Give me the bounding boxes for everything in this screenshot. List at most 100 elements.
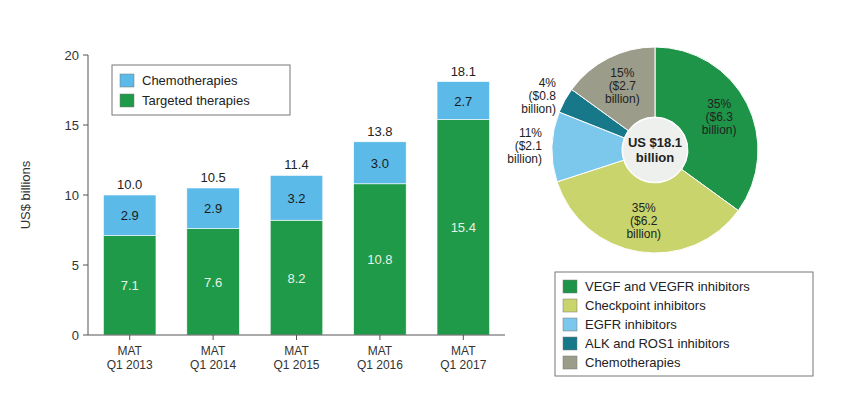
slice-label-line: ($2.7 (609, 79, 637, 93)
slice-label-line: 11% (519, 126, 542, 140)
y-tick-label: 0 (72, 328, 79, 343)
x-tick-label: MATQ1 2015 (273, 344, 319, 372)
bars (103, 82, 489, 335)
y-tick (83, 335, 88, 336)
bar-segment (270, 175, 323, 220)
x-tick (213, 335, 214, 340)
x-tick-label: MATQ1 2017 (440, 344, 486, 372)
legend-swatch (563, 318, 577, 331)
x-tick (129, 335, 130, 340)
slice-label-line: 35% (632, 201, 656, 215)
legend-swatch (563, 299, 577, 312)
y-tick-label: 10 (65, 188, 79, 203)
center-label: US $18.1 (628, 135, 682, 150)
x-tick (379, 335, 380, 340)
slice-label-line: 4% (539, 76, 557, 90)
legend-box (112, 65, 290, 115)
data-label: 15.4 (451, 220, 476, 235)
slice-label-line: billion) (521, 102, 556, 116)
legend-label: Chemotherapies (585, 355, 681, 370)
y-tick-label: 15 (65, 118, 79, 133)
y-tick (83, 55, 88, 56)
x-tick-label: MATQ1 2013 (107, 344, 153, 372)
bar-segment (437, 82, 490, 120)
legend-swatch (120, 94, 134, 107)
data-label: 7.1 (121, 278, 139, 293)
data-label: 10.8 (367, 252, 392, 267)
slice (572, 47, 655, 131)
x-tick-label-line: MAT (284, 344, 309, 358)
total-label: 11.4 (284, 157, 308, 172)
slice-label-line: billion) (605, 92, 640, 106)
y-axis-label: US$ billions (18, 160, 33, 229)
bar-segment (187, 188, 240, 229)
data-label: 2.9 (204, 201, 222, 216)
slice-label-line: ($2.1 (515, 139, 543, 153)
total-label: 13.8 (367, 124, 392, 139)
y-tick-label: 5 (72, 258, 79, 273)
data-label: 3.0 (371, 156, 389, 171)
legend-label: VEGF and VEGFR inhibitors (585, 279, 750, 294)
data-label: 2.9 (121, 208, 139, 223)
slice-label-line: billion) (507, 152, 542, 166)
bar-segment (354, 184, 407, 335)
y-tick-label: 20 (65, 48, 79, 63)
x-tick-label-line: Q1 2015 (273, 358, 319, 372)
x-tick-label-line: MAT (117, 344, 142, 358)
x-tick-label-line: MAT (201, 344, 226, 358)
x-tick-label-line: Q1 2013 (107, 358, 153, 372)
data-label: 2.7 (454, 94, 472, 109)
slice-label-line: ($6.3 (705, 110, 733, 124)
slice-label: 4%($0.8billion) (521, 76, 556, 116)
bar-segment (103, 195, 156, 236)
x-tick-label-line: Q1 2017 (440, 358, 486, 372)
data-label: 7.6 (204, 275, 222, 290)
pie-chart: 35%($6.3billion)35%($6.2billion)11%($2.1… (507, 47, 813, 376)
slice-label: 15%($2.7billion) (605, 66, 640, 106)
legend-label: Checkpoint inhibitors (585, 298, 706, 313)
slice-label-line: 15% (610, 66, 634, 80)
legend: Chemotherapies Targeted therapies (112, 65, 290, 115)
slice-label-line: ($0.8 (529, 89, 557, 103)
legend-swatch (563, 356, 577, 369)
slice-label-line: billion) (702, 123, 737, 137)
legend-label: Targeted therapies (142, 93, 250, 108)
legend: VEGF and VEGFR inhibitors Checkpoint inhi… (555, 272, 813, 376)
legend-box (555, 272, 813, 376)
slice-label-line: ($6.2 (630, 214, 658, 228)
bar-segment (103, 236, 156, 335)
slice-label: 11%($2.1billion) (507, 126, 542, 166)
total-label: 18.1 (451, 64, 476, 79)
legend-label: EGFR inhibitors (585, 317, 677, 332)
x-tick (463, 335, 464, 340)
total-label: 10.5 (200, 170, 225, 185)
x-tick-label: MATQ1 2014 (190, 344, 236, 372)
slice-label-line: 35% (707, 97, 731, 111)
center-label: billion (636, 150, 674, 165)
x-tick-label-line: MAT (368, 344, 393, 358)
x-tick-label: MATQ1 2016 (357, 344, 403, 372)
donut-hole (623, 118, 687, 182)
slice-label: 35%($6.3billion) (702, 97, 737, 137)
x-tick-label-line: Q1 2016 (357, 358, 403, 372)
bar-segment (354, 142, 407, 184)
legend-label: Chemotherapies (142, 73, 238, 88)
data-label: 3.2 (287, 191, 305, 206)
x-tick-label-line: MAT (451, 344, 476, 358)
bar-chart: 7.1 7.6 8.2 10.8 15.4 2.9 2.9 3.2 3.0 2.7 10.0 10.5… (18, 48, 505, 373)
total-label: 10.0 (117, 177, 142, 192)
y-tick (83, 195, 88, 196)
legend-swatch (120, 74, 134, 87)
bar-segment (270, 220, 323, 335)
bar-segment (437, 119, 490, 335)
legend-label: ALK and ROS1 inhibitors (585, 336, 730, 351)
y-tick (83, 125, 88, 126)
x-tick (296, 335, 297, 340)
data-label: 8.2 (287, 271, 305, 286)
legend-swatch (563, 280, 577, 293)
legend-swatch (563, 337, 577, 350)
bar-segment (187, 229, 240, 335)
x-tick-label-line: Q1 2014 (190, 358, 236, 372)
slice-label-line: billion) (626, 227, 661, 241)
y-tick (83, 265, 88, 266)
